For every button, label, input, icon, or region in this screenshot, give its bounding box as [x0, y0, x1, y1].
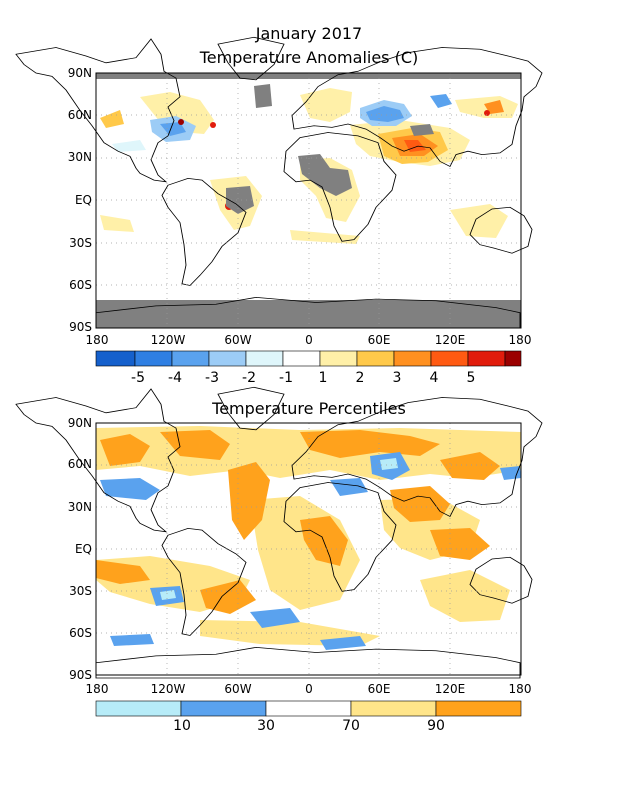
top-lon-label-120w: 120W [150, 333, 186, 347]
top-lon-label-120e: 120E [434, 333, 466, 347]
top-colorbar-label-neg5: -5 [131, 370, 145, 386]
bottom-colorbar-swatch [435, 700, 522, 717]
top-map-anomaly-shading [100, 84, 518, 244]
bottom-colorbar-label-90: 90 [427, 718, 445, 734]
bottom-lat-label-30s: 30S [69, 584, 92, 598]
top-lon-label-0: 0 [305, 333, 313, 347]
top-colorbar-label-4: 4 [429, 370, 439, 386]
top-colorbar-swatch [134, 350, 173, 367]
bottom-lon-label-60w: 60W [224, 682, 252, 696]
top-lat-label-eq: EQ [74, 193, 92, 207]
top-lat-label-30s: 30S [69, 236, 92, 250]
top-colorbar-label-2: 2 [355, 370, 365, 386]
bottom-lon-label-60e: 60E [367, 682, 391, 696]
bottom-lon-label-120e: 120E [434, 682, 466, 696]
bottom-map-percentile-shading [96, 426, 521, 650]
top-lat-label-60s: 60S [69, 278, 92, 292]
top-map [15, 36, 543, 329]
top-colorbar-swatch [282, 350, 321, 367]
top-map-frame [95, 72, 522, 329]
top-colorbar-label-3: 3 [392, 370, 402, 386]
bottom-lon-label-0: 0 [305, 682, 313, 696]
bottom-map-title: Temperature Percentiles [212, 399, 406, 418]
bottom-lat-label-eq: EQ [74, 542, 92, 556]
top-map-title: Temperature Anomalies (C) [199, 48, 419, 67]
top-lon-label-60e: 60E [367, 333, 391, 347]
top-colorbar-label-neg2: -2 [242, 370, 256, 386]
top-map-arctic-nodata [96, 73, 521, 79]
bottom-map [15, 386, 543, 679]
bottom-lat-label-60s: 60S [69, 626, 92, 640]
bottom-colorbar-swatch [180, 700, 267, 717]
bottom-colorbar-label-70: 70 [342, 718, 360, 734]
top-map-antarctic-nodata [96, 300, 521, 328]
top-colorbar-swatch [393, 350, 432, 367]
bottom-colorbar-label-30: 30 [257, 718, 275, 734]
top-colorbar-swatch [208, 350, 247, 367]
bottom-map-frame [95, 422, 522, 676]
top-lon-label-60w: 60W [224, 333, 252, 347]
top-colorbar-swatch [245, 350, 284, 367]
bottom-colorbar [95, 700, 522, 717]
top-colorbar [95, 350, 522, 367]
top-lat-label-90n: 90N [67, 66, 92, 80]
top-lat-label-90s: 90S [69, 320, 92, 334]
top-map-gridlines [96, 73, 521, 328]
bottom-colorbar-swatch [95, 700, 182, 717]
top-colorbar-swatch [95, 350, 136, 367]
bottom-lat-label-90n: 90N [67, 416, 92, 430]
bottom-colorbar-label-10: 10 [173, 718, 191, 734]
top-colorbar-label-neg1: -1 [279, 370, 293, 386]
top-colorbar-swatch [467, 350, 506, 367]
bottom-map-gridlines [96, 423, 521, 675]
top-map-title-date: January 2017 [255, 24, 363, 43]
bottom-lon-label-120w: 120W [150, 682, 186, 696]
top-colorbar-label-neg4: -4 [168, 370, 182, 386]
bottom-lat-label-30n: 30N [67, 500, 92, 514]
bottom-colorbar-swatch [350, 700, 437, 717]
bottom-lon-label-180w: 180 [85, 682, 109, 696]
top-colorbar-swatch [504, 350, 522, 367]
top-colorbar-swatch [430, 350, 469, 367]
top-colorbar-label-neg3: -3 [205, 370, 219, 386]
bottom-lon-label-180e: 180 [508, 682, 532, 696]
top-colorbar-label-1: 1 [318, 370, 328, 386]
top-lat-label-30n: 30N [67, 150, 92, 164]
bottom-lat-label-90s: 90S [69, 668, 92, 682]
top-colorbar-label-5: 5 [466, 370, 476, 386]
top-colorbar-swatch [319, 350, 358, 367]
top-colorbar-swatch [171, 350, 210, 367]
top-lon-label-180w: 180 [85, 333, 109, 347]
bottom-colorbar-swatch [265, 700, 352, 717]
top-lon-label-180e: 180 [508, 333, 532, 347]
top-colorbar-swatch [356, 350, 395, 367]
